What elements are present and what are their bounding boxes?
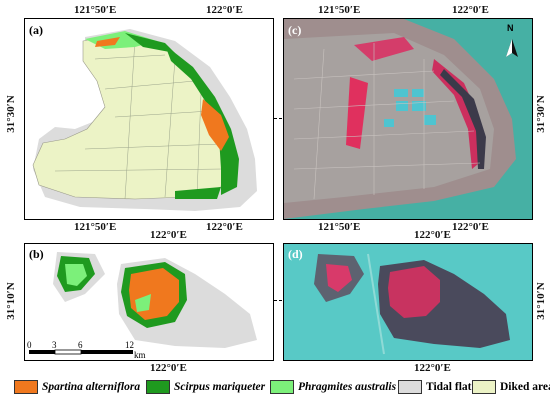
legend-swatch xyxy=(398,380,422,394)
panel-b-svg xyxy=(29,252,257,355)
tidal-channel xyxy=(367,253,385,355)
phragmites-island-right xyxy=(135,294,151,312)
scale-tick-0: 0 xyxy=(27,340,32,350)
panel-c-lat: 31°30′N xyxy=(535,95,547,133)
vegetation-red xyxy=(326,264,352,292)
panel-c-label: (c) xyxy=(288,23,302,37)
panel-d-lat: 31°10′N xyxy=(535,282,547,320)
panel-a-svg xyxy=(32,29,257,211)
legend-label: Spartina alterniflora xyxy=(42,381,141,393)
dike-lines xyxy=(54,38,224,200)
panel-b-bottom-lon: 122°0′E xyxy=(150,362,187,374)
panel-a-top-lon-left: 121°50′E xyxy=(74,4,117,16)
vegetation-red xyxy=(388,266,440,318)
panel-d-label: (d) xyxy=(288,247,303,261)
scirpus-strip-top xyxy=(125,33,175,53)
legend-item-spartina: Spartina alterniflora xyxy=(14,379,140,395)
panel-b-lat: 31°10′N xyxy=(5,282,17,320)
panel-d-top-lon: 122°0′E xyxy=(414,229,451,241)
legend-label: Scirpus mariqueter xyxy=(174,381,266,393)
wetland-dark xyxy=(440,69,486,169)
panel-a-map xyxy=(24,18,274,220)
tick-mark xyxy=(274,300,282,301)
panel-c-top-lon-left: 121°50′E xyxy=(318,4,361,16)
panel-a-bottom-lon-left: 121°50′E xyxy=(74,221,117,233)
panel-c-image xyxy=(283,18,533,220)
legend-swatch xyxy=(472,380,496,394)
spartina-patch xyxy=(201,99,229,151)
urban-grid xyxy=(293,43,481,200)
panel-c-bottom-lon-right: 122°0′E xyxy=(452,221,489,233)
legend-swatch xyxy=(14,380,38,394)
legend-item-diked-area: Diked area xyxy=(472,379,550,395)
vegetation-red xyxy=(346,77,368,149)
panel-a-bottom-lon-right: 122°0′E xyxy=(206,221,243,233)
vegetation-red xyxy=(432,59,484,169)
scale-tick-6: 6 xyxy=(78,340,83,350)
tick-mark xyxy=(274,118,282,119)
legend-label: Phragmites australis xyxy=(298,381,397,393)
spartina-strip-top xyxy=(95,37,120,47)
north-label: N xyxy=(507,23,514,33)
scirpus-belt xyxy=(165,45,239,195)
north-arrow-icon xyxy=(506,39,518,57)
panel-c-bottom-lon-left: 121°50′E xyxy=(318,221,361,233)
ponds xyxy=(384,89,436,127)
scale-tick-3: 3 xyxy=(52,340,57,350)
vegetation-red xyxy=(354,37,414,61)
legend-label: Tidal flat xyxy=(426,381,472,393)
panel-b-top-lon: 122°0′E xyxy=(150,229,187,241)
panel-d-image xyxy=(283,243,533,361)
panel-a-top-lon-right: 122°0′E xyxy=(206,4,243,16)
scirpus-strip-bottom xyxy=(175,187,221,199)
panel-d-bottom-lon: 122°0′E xyxy=(414,362,451,374)
legend: Spartina alterniflora Scirpus mariqueter… xyxy=(0,375,550,397)
legend-item-tidal-flat: Tidal flat xyxy=(398,379,471,395)
phragmites-island-left xyxy=(65,264,87,286)
scale-unit: km xyxy=(134,350,146,360)
legend-label: Diked area xyxy=(500,381,550,393)
panel-a-lat: 31°30′N xyxy=(5,95,17,133)
panel-c-svg xyxy=(284,19,532,219)
legend-item-scirpus: Scirpus mariqueter xyxy=(146,379,265,395)
legend-item-phragmites: Phragmites australis xyxy=(270,379,396,395)
scale-bar xyxy=(29,349,133,355)
scale-tick-12: 12 xyxy=(125,340,134,350)
panel-b-map xyxy=(24,243,274,361)
panel-b-label: (b) xyxy=(29,247,44,261)
legend-swatch xyxy=(270,380,294,394)
panel-a-label: (a) xyxy=(29,23,43,37)
legend-swatch xyxy=(146,380,170,394)
panel-d-svg xyxy=(284,244,532,360)
panel-c-top-lon-right: 122°0′E xyxy=(452,4,489,16)
